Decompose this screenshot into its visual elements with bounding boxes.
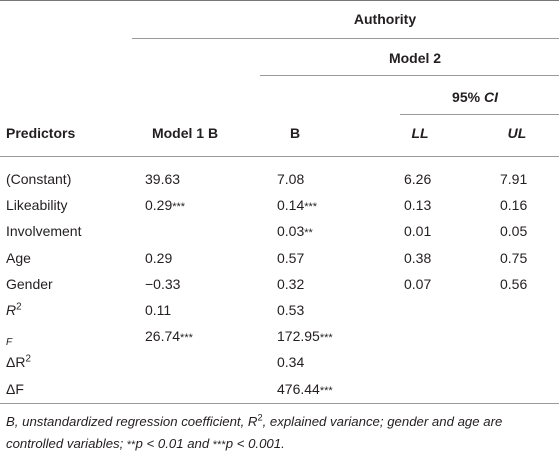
cell-m1: 0.29 xyxy=(145,249,173,266)
header-authority: Authority xyxy=(353,11,417,27)
row-label: R2 xyxy=(6,301,22,318)
cell-ul: 0.05 xyxy=(500,223,528,240)
row-label: (Constant) xyxy=(6,171,72,187)
header-b: B xyxy=(289,125,301,141)
cell-b: 0.03** xyxy=(277,223,313,240)
header-ci: 95% CI xyxy=(452,89,498,105)
cell-b: 0.34 xyxy=(277,354,305,371)
row-label: Involvement xyxy=(6,223,82,240)
authority-underline xyxy=(132,38,559,39)
cell-b: 0.14*** xyxy=(277,197,318,214)
cell-b: 0.53 xyxy=(277,302,305,318)
cell-ll: 0.07 xyxy=(404,275,432,292)
cell-ul: 7.91 xyxy=(500,171,528,187)
table-bottom-rule xyxy=(0,403,559,404)
cell-ll: 0.01 xyxy=(404,223,432,240)
row-label: Likeability xyxy=(6,197,68,214)
cell-m1: 39.63 xyxy=(145,171,181,187)
header-bottom-rule xyxy=(0,156,559,157)
cell-ll: 0.38 xyxy=(404,249,432,266)
cell-b: 0.32 xyxy=(277,275,305,292)
cell-ul: 0.56 xyxy=(500,275,528,292)
model2-underline xyxy=(260,75,559,76)
cell-m1: 26.74*** xyxy=(145,328,193,345)
cell-b: 7.08 xyxy=(277,171,305,187)
cell-b: 476.44*** xyxy=(277,380,333,397)
table-top-rule xyxy=(0,0,559,1)
cell-ll: 6.26 xyxy=(404,171,432,187)
cell-ll: 0.13 xyxy=(404,197,432,214)
table-note: B, unstandardized regression coefficient… xyxy=(6,412,503,451)
header-model-2: Model 2 xyxy=(388,50,442,66)
cell-ul: 0.75 xyxy=(500,249,528,266)
row-label: Gender xyxy=(6,275,53,292)
cell-b: 0.57 xyxy=(277,249,305,266)
row-label: Age xyxy=(6,249,31,266)
cell-m1: 0.11 xyxy=(145,302,172,318)
row-label: ΔR2 xyxy=(6,353,31,371)
ci-underline xyxy=(400,114,559,115)
cell-m1: 0.29*** xyxy=(145,197,186,214)
header-ul: UL xyxy=(507,125,527,141)
header-model1-b: Model 1 B xyxy=(151,125,219,141)
cell-ul: 0.16 xyxy=(500,197,528,214)
cell-m1: −0.33 xyxy=(145,275,181,292)
header-ll: LL xyxy=(411,125,429,141)
row-label: ΔF xyxy=(6,380,24,397)
header-predictors: Predictors xyxy=(6,125,76,141)
cell-b: 172.95*** xyxy=(277,328,333,345)
row-label: F xyxy=(6,337,13,349)
